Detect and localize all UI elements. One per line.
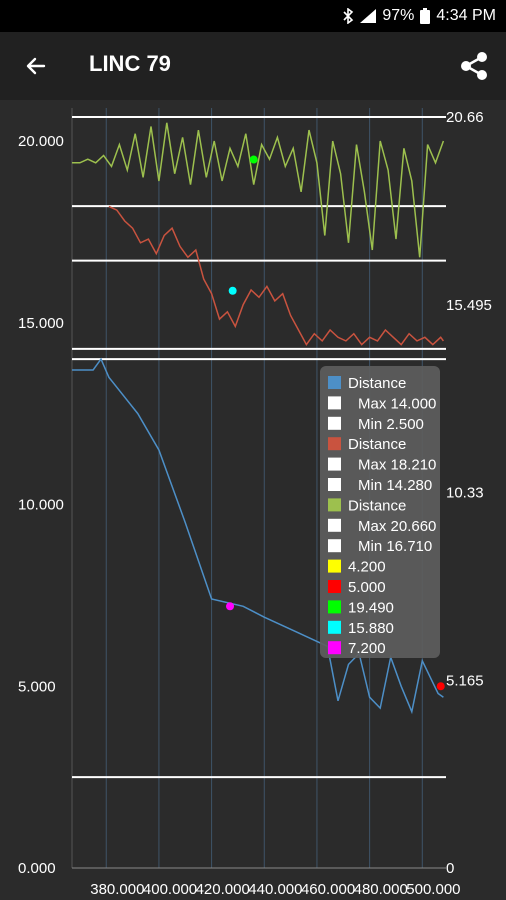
series-line	[108, 205, 444, 347]
legend-label: Min 16.710	[358, 538, 432, 555]
back-button[interactable]	[18, 50, 54, 86]
x-tick-label: 480.000	[354, 881, 408, 898]
legend-swatch	[328, 641, 341, 655]
legend-label: Distance	[348, 436, 406, 453]
x-tick-label: 440.000	[248, 881, 302, 898]
right-tick-label: 15.495	[446, 297, 492, 314]
share-button[interactable]	[454, 48, 494, 88]
legend-swatch	[328, 518, 341, 532]
right-tick-label: 10.33	[446, 485, 484, 502]
left-tick-label: 5.000	[18, 678, 56, 695]
highlight-point	[226, 602, 235, 611]
legend-swatch	[328, 396, 341, 410]
legend-label: 4.200	[348, 559, 386, 576]
legend-label: Distance	[348, 497, 406, 514]
left-axis: 20.000 15.000 10.000 5.000 0.000	[18, 133, 64, 877]
app-bar	[0, 32, 506, 100]
x-tick-label: 500.000	[406, 881, 460, 898]
x-axis: 380.000400.000420.000440.000460.000480.0…	[90, 881, 460, 898]
share-icon	[458, 50, 490, 87]
legend-swatch	[328, 437, 341, 451]
clock: 4:34 PM	[436, 7, 496, 24]
page-title: LINC 79	[89, 51, 171, 76]
legend-label: 7.200	[348, 640, 386, 657]
legend-swatch	[328, 620, 341, 634]
legend-label: 15.880	[348, 620, 394, 637]
highlight-point	[249, 155, 258, 164]
legend-swatch	[328, 539, 341, 553]
legend-label: Min 2.500	[358, 416, 424, 433]
legend-swatch	[328, 457, 341, 471]
legend-swatch	[328, 416, 341, 430]
chart[interactable]: 20.000 15.000 10.000 5.000 0.000 20.66 15.495…	[0, 100, 506, 900]
highlight-points	[226, 155, 445, 691]
legend-label: Min 14.280	[358, 477, 432, 494]
right-axis: 20.66 15.495 10.33 5.165 0	[446, 109, 492, 877]
series-lines	[72, 122, 445, 715]
x-tick-label: 380.000	[90, 881, 144, 898]
x-tick-label: 420.000	[196, 881, 250, 898]
status-bar: 97% 4:34 PM	[0, 0, 506, 32]
x-tick-label: 460.000	[301, 881, 355, 898]
legend-label: 5.000	[348, 579, 386, 596]
legend-label: 19.490	[348, 599, 394, 616]
series-line	[72, 357, 444, 715]
right-tick-label: 0	[446, 860, 454, 877]
legend-label: Max 20.660	[358, 518, 436, 535]
legend-label: Distance	[348, 375, 406, 392]
signal-icon	[360, 9, 377, 23]
bluetooth-icon	[342, 8, 354, 24]
legend: Distance Max 14.000 Min 2.500 Distance Max 1…	[320, 366, 440, 658]
left-tick-label: 15.000	[18, 315, 64, 332]
legend-swatch	[328, 580, 341, 593]
band-lines	[72, 116, 446, 779]
legend-label: Max 18.210	[358, 457, 436, 474]
left-tick-label: 20.000	[18, 133, 64, 150]
battery-percent: 97%	[382, 7, 415, 24]
legend-box	[320, 366, 440, 658]
x-tick-label: 400.000	[143, 881, 197, 898]
legend-swatch	[328, 498, 341, 512]
arrow-left-icon	[24, 54, 48, 83]
right-tick-label: 5.165	[446, 672, 484, 689]
right-tick-label: 20.66	[446, 109, 484, 126]
left-tick-label: 0.000	[18, 860, 56, 877]
series-line	[72, 122, 445, 258]
legend-swatch	[328, 600, 341, 614]
legend-swatch	[328, 559, 341, 573]
highlight-point	[228, 286, 237, 295]
legend-swatch	[328, 478, 341, 491]
left-tick-label: 10.000	[18, 497, 64, 514]
legend-swatch	[328, 376, 341, 389]
highlight-point	[436, 682, 445, 691]
legend-label: Max 14.000	[358, 395, 436, 412]
battery-icon	[420, 8, 431, 24]
